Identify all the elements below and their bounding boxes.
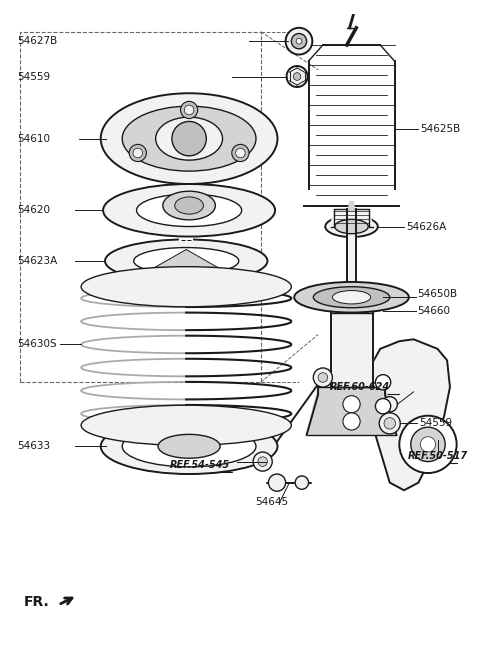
Circle shape <box>232 145 249 161</box>
Ellipse shape <box>103 184 275 237</box>
Ellipse shape <box>122 106 256 171</box>
Circle shape <box>313 368 333 387</box>
Text: 54627B: 54627B <box>17 36 58 46</box>
Circle shape <box>258 457 267 467</box>
Ellipse shape <box>313 286 390 308</box>
Polygon shape <box>307 387 396 435</box>
Text: REF.50-517: REF.50-517 <box>408 451 468 461</box>
Circle shape <box>318 373 328 382</box>
Circle shape <box>133 148 143 157</box>
Text: REF.60-624: REF.60-624 <box>330 382 390 392</box>
Circle shape <box>286 28 312 54</box>
Ellipse shape <box>325 216 378 237</box>
Text: 54633: 54633 <box>17 441 50 451</box>
Circle shape <box>184 105 194 115</box>
Ellipse shape <box>101 93 277 184</box>
Ellipse shape <box>175 197 204 214</box>
Circle shape <box>420 437 436 452</box>
Circle shape <box>343 396 360 413</box>
Circle shape <box>293 73 301 80</box>
Circle shape <box>399 416 456 473</box>
Ellipse shape <box>136 194 241 227</box>
Circle shape <box>382 397 397 412</box>
Ellipse shape <box>101 419 277 474</box>
Text: 54630S: 54630S <box>17 339 57 349</box>
Text: 54626A: 54626A <box>406 222 446 231</box>
Text: 54610: 54610 <box>17 133 50 144</box>
Circle shape <box>291 34 307 49</box>
Ellipse shape <box>158 434 220 458</box>
Ellipse shape <box>81 267 291 307</box>
Circle shape <box>375 399 391 414</box>
Text: 54559: 54559 <box>420 419 453 428</box>
Text: 54645: 54645 <box>256 497 289 507</box>
Circle shape <box>343 413 360 430</box>
Ellipse shape <box>294 282 409 312</box>
Ellipse shape <box>156 117 223 160</box>
Polygon shape <box>331 312 372 387</box>
Ellipse shape <box>333 290 371 304</box>
Ellipse shape <box>122 426 256 467</box>
Ellipse shape <box>81 405 291 445</box>
Circle shape <box>172 121 206 156</box>
Ellipse shape <box>335 220 368 234</box>
Circle shape <box>384 418 396 429</box>
Text: 54650B: 54650B <box>418 290 457 299</box>
Text: FR.: FR. <box>24 595 49 609</box>
Polygon shape <box>371 340 450 491</box>
Circle shape <box>236 148 245 157</box>
Ellipse shape <box>105 240 267 283</box>
Circle shape <box>379 413 400 434</box>
Circle shape <box>268 474 286 491</box>
Ellipse shape <box>134 248 239 274</box>
Polygon shape <box>347 209 356 296</box>
Ellipse shape <box>163 191 216 220</box>
Circle shape <box>411 427 445 461</box>
Circle shape <box>296 38 302 44</box>
Text: 54559: 54559 <box>17 71 50 82</box>
Text: 54623A: 54623A <box>17 256 58 266</box>
Circle shape <box>253 452 272 471</box>
Polygon shape <box>153 249 220 268</box>
Text: 54625B: 54625B <box>420 124 461 134</box>
Text: 54660: 54660 <box>418 306 450 316</box>
Text: 54620: 54620 <box>17 205 50 215</box>
Text: REF.54-545: REF.54-545 <box>170 461 230 470</box>
Polygon shape <box>331 209 372 227</box>
Circle shape <box>295 476 309 489</box>
Circle shape <box>375 375 391 390</box>
Circle shape <box>287 66 308 87</box>
Circle shape <box>180 101 198 119</box>
Polygon shape <box>348 202 354 209</box>
Circle shape <box>129 145 146 161</box>
